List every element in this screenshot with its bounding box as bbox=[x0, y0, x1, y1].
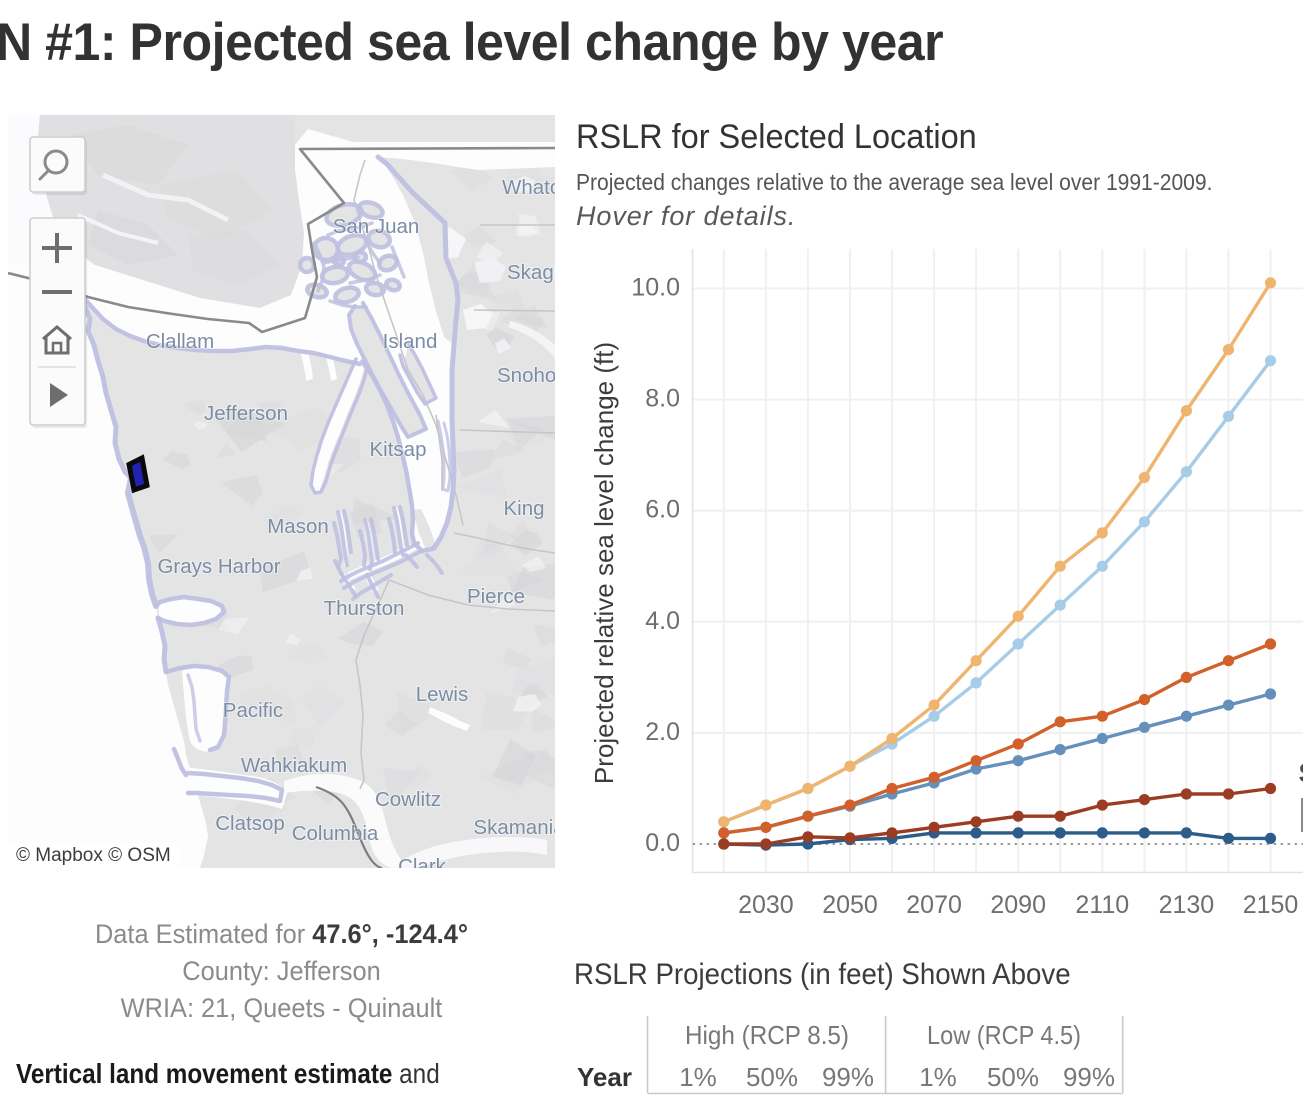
svg-text:2090: 2090 bbox=[990, 891, 1046, 919]
svg-text:2.0: 2.0 bbox=[645, 718, 680, 746]
svg-text:Projected relative sea level c: Projected relative sea level change (ft) bbox=[589, 342, 619, 784]
svg-text:2130: 2130 bbox=[1159, 891, 1215, 919]
svg-text:4.0: 4.0 bbox=[645, 607, 680, 635]
svg-text:0.0: 0.0 bbox=[645, 829, 680, 857]
svg-text:10.0: 10.0 bbox=[631, 274, 680, 302]
svg-text:2070: 2070 bbox=[906, 891, 962, 919]
svg-text:2110: 2110 bbox=[1075, 891, 1129, 919]
svg-text:2150: 2150 bbox=[1243, 891, 1299, 919]
svg-text:2030: 2030 bbox=[738, 891, 794, 919]
svg-text:2050: 2050 bbox=[822, 891, 878, 919]
svg-text:S: S bbox=[1299, 758, 1303, 788]
svg-text:6.0: 6.0 bbox=[645, 496, 680, 524]
svg-text:8.0: 8.0 bbox=[645, 385, 680, 413]
